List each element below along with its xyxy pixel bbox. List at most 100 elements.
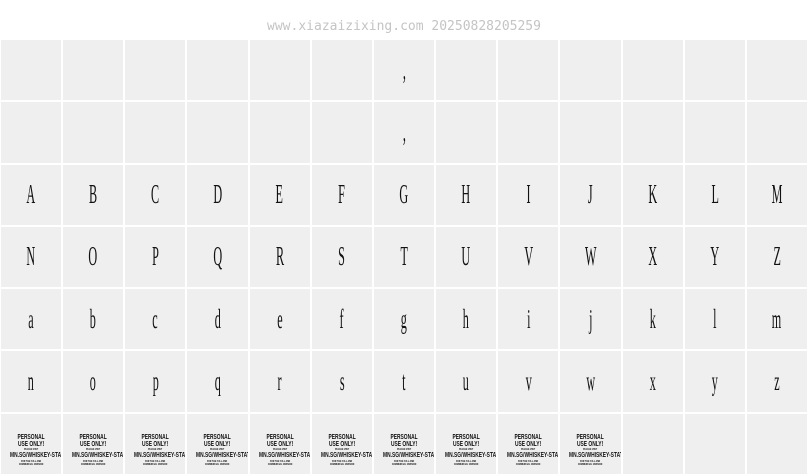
notice-line: COMMERCIAL VERSION: [80, 461, 106, 466]
glyph-cell: y: [684, 351, 745, 412]
notice-line: USE ONLY!: [17, 440, 45, 448]
glyph-cell: [311, 40, 372, 101]
glyph-cell: o: [63, 351, 124, 412]
glyph-cell: [622, 40, 683, 101]
notice-line: MN.SG/WHISKEY-STATI: [382, 451, 435, 459]
glyph: A: [26, 179, 36, 210]
glyph: X: [648, 241, 657, 272]
notice-line: PERSONAL: [17, 433, 45, 441]
glyph-cell: E: [249, 164, 310, 225]
notice-line: COMMERCIAL VERSION: [18, 461, 44, 466]
glyph: D: [213, 179, 222, 210]
glyph: h: [463, 303, 470, 334]
notice-line: USE ONLY!: [577, 440, 604, 448]
notice-line: FOR THE FULL AND: [518, 458, 539, 463]
glyph: l: [713, 303, 717, 334]
notice-line: PERSONAL: [390, 433, 418, 441]
notice-line: PLEASE VISIT: [396, 446, 412, 451]
notice-line: FOR THE FULL AND: [456, 458, 477, 463]
glyph-cell: [746, 413, 807, 474]
notice-line: PLEASE VISIT: [210, 446, 225, 451]
glyph-cell: W: [560, 226, 621, 288]
glyph-cell: h: [436, 289, 497, 350]
glyph-cell: z: [746, 351, 807, 412]
notice-line: FOR THE FULL AND: [207, 458, 228, 463]
glyph-cell: G: [373, 164, 435, 225]
notice-line: COMMERCIAL VERSION: [578, 461, 603, 466]
glyph-cell: [560, 102, 621, 163]
glyph-cell: PERSONAL USE ONLY! PLEASE VISIT MN.SG/WHISK…: [498, 413, 559, 474]
glyph-cell: b: [63, 289, 124, 350]
placeholder-notice: PERSONAL USE ONLY! PLEASE VISIT MN.SG/WHISK…: [498, 434, 558, 466]
notice-line: COMMERCIAL VERSION: [391, 461, 417, 466]
glyph-cell: PERSONAL USE ONLY! PLEASE VISIT MN.SG/WHISK…: [373, 413, 435, 474]
glyph-cell: L: [684, 164, 745, 225]
glyph-cell: [311, 102, 372, 163]
notice-line: PLEASE VISIT: [334, 446, 349, 451]
notice-line: USE ONLY!: [390, 440, 418, 448]
glyph: v: [525, 366, 532, 397]
glyph-cell: u: [436, 351, 497, 412]
notice-line: FOR THE FULL AND: [331, 458, 352, 463]
glyph-cell: [436, 40, 497, 101]
notice-line: FOR THE FULL AND: [580, 458, 601, 463]
placeholder-notice: PERSONAL USE ONLY! PLEASE VISIT MN.SG/WHISK…: [560, 434, 620, 466]
notice-line: MN.SG/WHISKEY-STATI: [10, 451, 62, 459]
placeholder-notice: PERSONAL USE ONLY! PLEASE VISIT MN.SG/WHISK…: [1, 434, 61, 466]
glyph: x: [649, 366, 656, 397]
placeholder-notice: PERSONAL USE ONLY! PLEASE VISIT MN.SG/WHISK…: [125, 434, 185, 466]
placeholder-notice: PERSONAL USE ONLY! PLEASE VISIT MN.SG/WHISK…: [63, 434, 123, 466]
glyph: p: [152, 366, 159, 397]
notice-line: FOR THE FULL AND: [393, 458, 415, 463]
glyph-cell: ,: [373, 102, 435, 163]
glyph-cell: J: [560, 164, 621, 225]
notice-line: COMMERCIAL VERSION: [516, 461, 541, 466]
glyph: g: [400, 303, 408, 334]
glyph: f: [339, 303, 344, 334]
notice-line: PERSONAL: [576, 433, 605, 441]
glyph-cell: e: [249, 289, 310, 350]
glyph: n: [28, 366, 35, 397]
notice-line: COMMERCIAL VERSION: [143, 461, 168, 466]
glyph-cell: [63, 102, 124, 163]
glyph: B: [89, 179, 98, 210]
glyph-cell: [684, 40, 745, 101]
glyph-cell: PERSONAL USE ONLY! PLEASE VISIT MN.SG/WHISK…: [560, 413, 621, 474]
glyph-cell: [1, 102, 62, 163]
notice-line: MN.SG/WHISKEY-STATI: [72, 451, 124, 459]
glyph-cell: PERSONAL USE ONLY! PLEASE VISIT MN.SG/WHISK…: [63, 413, 124, 474]
glyph-cell: s: [311, 351, 372, 412]
glyph-cell: PERSONAL USE ONLY! PLEASE VISIT MN.SG/WHISK…: [249, 413, 310, 474]
glyph-cell: [1, 40, 62, 101]
header-title: www.xiazaizixing.com 20250828205259: [267, 19, 541, 34]
glyph: s: [339, 366, 345, 397]
notice-line: PERSONAL: [328, 433, 356, 441]
glyph-cell: m: [746, 289, 807, 350]
glyph-cell: j: [560, 289, 621, 350]
notice-line: PLEASE VISIT: [86, 446, 101, 451]
glyph-cell: N: [1, 226, 62, 288]
notice-line: COMMERCIAL VERSION: [329, 461, 355, 466]
glyph-cell: B: [63, 164, 124, 225]
glyph-cell: v: [498, 351, 559, 412]
glyph-cell: S: [311, 226, 372, 288]
glyph-cell: i: [498, 289, 559, 350]
placeholder-notice: PERSONAL USE ONLY! PLEASE VISIT MN.SG/WHISK…: [436, 434, 496, 466]
notice-line: PERSONAL: [203, 433, 232, 441]
glyph-cell: w: [560, 351, 621, 412]
glyph: H: [461, 179, 471, 210]
glyph-cell: X: [622, 226, 683, 288]
glyph-cell: a: [1, 289, 62, 350]
notice-line: PERSONAL: [266, 433, 294, 441]
glyph-cell: D: [187, 164, 248, 225]
glyph-cell: M: [746, 164, 807, 225]
glyph-cell: [125, 102, 186, 163]
glyph: G: [399, 179, 409, 210]
notice-line: MN.SG/WHISKEY-STATI: [134, 451, 186, 459]
glyph: c: [152, 303, 159, 334]
glyph: R: [275, 241, 284, 272]
glyph: W: [584, 241, 597, 272]
notice-line: MN.SG/WHISKEY-STATI: [445, 451, 497, 459]
glyph: w: [586, 366, 595, 397]
